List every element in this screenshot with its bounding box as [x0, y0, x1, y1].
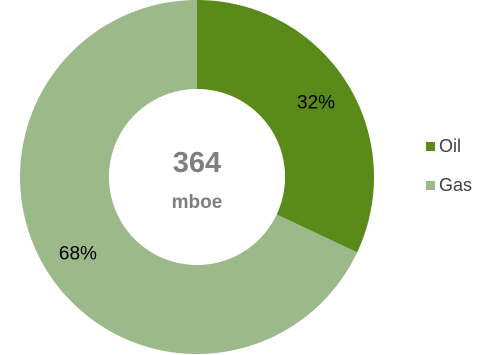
legend-label-gas: Gas — [439, 175, 473, 195]
center-unit: mboe — [172, 192, 223, 213]
legend-swatch-oil — [426, 142, 435, 151]
legend-label-oil: Oil — [439, 136, 461, 156]
donut-hole — [109, 89, 285, 265]
slice-oil — [197, 0, 374, 253]
donut-slices — [19, 0, 374, 354]
slice-labels: 32% 68% — [59, 92, 335, 264]
center-value: 364 — [173, 147, 221, 179]
legend-item-gas: Gas — [426, 175, 472, 196]
legend: Oil Gas — [426, 136, 472, 214]
slice-gas — [19, 0, 358, 354]
legend-swatch-gas — [426, 181, 435, 190]
slice-label-oil: 32% — [297, 92, 335, 113]
slice-label-gas: 68% — [59, 244, 97, 265]
legend-item-oil: Oil — [426, 136, 472, 157]
